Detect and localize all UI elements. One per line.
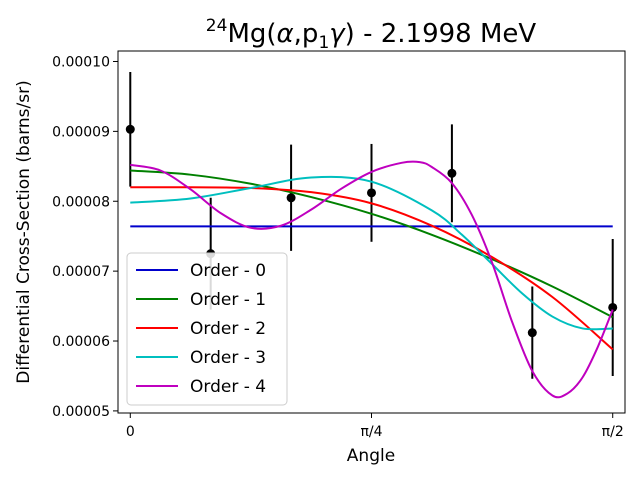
- title-rest: ) - 2.1998 MeV: [345, 19, 537, 49]
- x-tick-label: π/2: [602, 424, 624, 440]
- plot-layer: [125, 71, 618, 399]
- legend: Order - 0 Order - 1 Order - 2 Order - 3 Orde…: [126, 252, 288, 406]
- title-comma-p: ,p: [294, 19, 319, 49]
- y-tick-label: 0.00006: [52, 334, 110, 350]
- series-line-order-2: [130, 186, 614, 351]
- series-line-order-4: [130, 160, 614, 399]
- y-tick-label: 0.00009: [52, 124, 110, 140]
- legend-label: Order - 3: [190, 348, 266, 368]
- x-axis-label: Angle: [347, 446, 395, 466]
- legend-label: Order - 1: [190, 290, 266, 310]
- y-tick-label: 0.00005: [52, 404, 110, 420]
- series-line-order-3: [130, 175, 613, 331]
- y-tick-label: 0.00007: [52, 264, 110, 280]
- title-superscript: 24: [206, 16, 228, 36]
- data-point: [527, 328, 537, 338]
- title-gamma: γ: [329, 19, 346, 49]
- title-subscript: 1: [318, 33, 329, 53]
- data-point: [125, 124, 135, 134]
- legend-label: Order - 2: [190, 319, 266, 339]
- x-tick-label: 0: [126, 424, 135, 440]
- x-tick-label: π/4: [360, 424, 382, 440]
- y-axis-label: Differential Cross-Section (barns/sr): [14, 80, 34, 383]
- data-point: [608, 302, 618, 312]
- legend-label: Order - 4: [190, 377, 266, 397]
- data-point: [286, 193, 296, 203]
- title-alpha: α: [277, 19, 294, 49]
- legend-box: [126, 252, 288, 406]
- fit-curves: [130, 160, 614, 399]
- data-point: [367, 188, 376, 198]
- title-main: Mg(: [227, 19, 276, 49]
- legend-label: Order - 0: [190, 261, 266, 281]
- y-tick-label: 0.00008: [52, 194, 110, 210]
- axes-layer: 0 π/4 π/2 0.00005 0.00006 0.00007 0.00008 0.000…: [52, 50, 626, 440]
- y-tick-label: 0.00010: [52, 54, 110, 70]
- series-line-order-1: [130, 169, 614, 319]
- data-point: [447, 168, 457, 178]
- chart-title: 24Mg(α,p1γ) - 2.1998 MeV: [206, 16, 537, 53]
